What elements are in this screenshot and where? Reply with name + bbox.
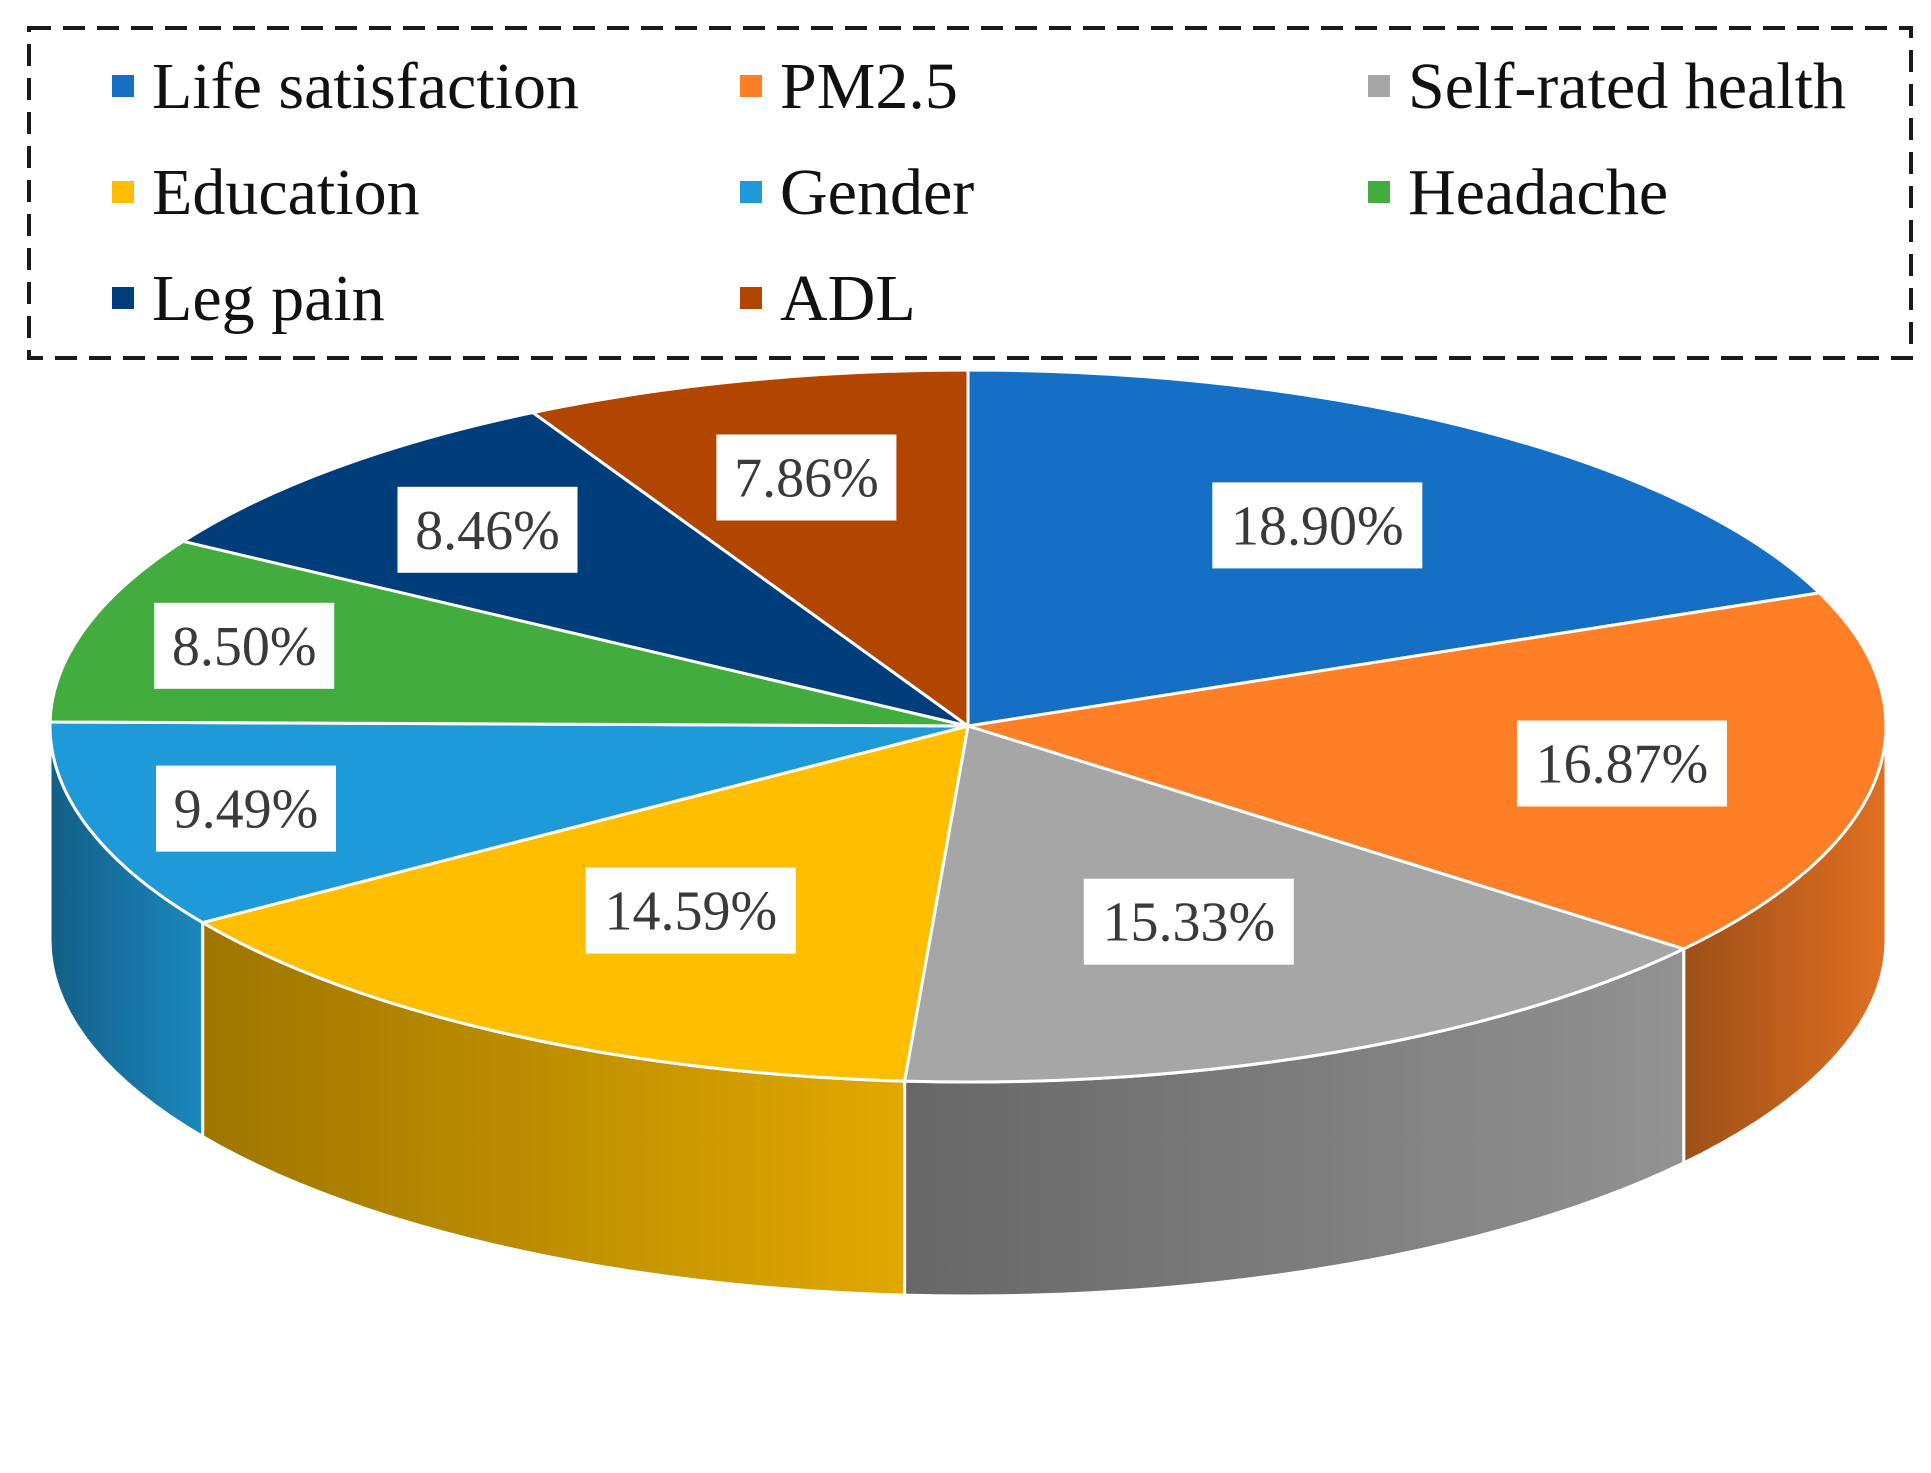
legend-label: ADL (780, 262, 916, 335)
data-label-value: 18.90% (1231, 495, 1404, 557)
legend-label: Self-rated health (1408, 50, 1846, 123)
data-label-value: 15.33% (1102, 892, 1275, 954)
legend-swatch (740, 287, 762, 309)
data-label-value: 16.87% (1536, 734, 1709, 796)
data-label-education: 14.59% (585, 867, 796, 954)
legend-swatch (1368, 75, 1390, 97)
data-label-box (585, 867, 796, 954)
data-label-value: 14.59% (604, 881, 777, 943)
legend-item-adl: ADL (740, 262, 916, 335)
data-label-value: 7.86% (734, 448, 879, 510)
data-label-box (1083, 878, 1294, 965)
legend-item-self-rated-health: Self-rated health (1368, 50, 1846, 123)
data-label-leg-pain: 8.46% (397, 486, 578, 573)
data-label-box (156, 765, 336, 852)
legend-swatch (112, 75, 134, 97)
legend-label: Life satisfaction (152, 50, 579, 123)
legend-item-life-satisfaction: Life satisfaction (112, 50, 579, 123)
legend-swatch (740, 75, 762, 97)
data-label-box (1516, 720, 1727, 807)
legend-swatch (112, 181, 134, 203)
legend-item-education: Education (112, 156, 420, 229)
data-label-life-satisfaction: 18.90% (1212, 482, 1423, 569)
legend-item-headache: Headache (1368, 156, 1668, 229)
slice-pm2-5 (966, 591, 1888, 951)
legend-label: Education (152, 156, 420, 229)
data-label-box (397, 486, 578, 573)
data-labels: 18.90% 16.87% 15.33% 14.59% 9.49% 8.50% 8.46% 7… (154, 434, 1727, 965)
legend-label: PM2.5 (780, 50, 958, 123)
legend: Life satisfaction PM2.5 Self-rated health E… (27, 26, 1913, 360)
slice-self-rated-health (903, 724, 1686, 1084)
legend-swatch (740, 181, 762, 203)
legend-frame (27, 26, 1913, 360)
data-label-box (716, 434, 897, 521)
legend-item-gender: Gender (740, 156, 974, 229)
data-label-value: 8.50% (172, 616, 317, 678)
legend-label: Gender (780, 156, 974, 229)
legend-item-pm2-5: PM2.5 (740, 50, 958, 123)
data-label-gender: 9.49% (156, 765, 336, 852)
data-label-box (154, 602, 335, 689)
data-label-box (1212, 482, 1423, 569)
legend-label: Headache (1408, 156, 1668, 229)
legend-label: Leg pain (152, 262, 385, 335)
pie-slices (48, 368, 1888, 1084)
data-label-self-rated-health: 15.33% (1083, 878, 1294, 965)
data-label-headache: 8.50% (154, 602, 335, 689)
legend-swatch (112, 287, 134, 309)
legend-swatch (1368, 181, 1390, 203)
data-label-adl: 7.86% (716, 434, 897, 521)
data-label-value: 9.49% (174, 779, 319, 841)
legend-item-leg-pain: Leg pain (112, 262, 385, 335)
data-label-value: 8.46% (415, 500, 560, 562)
data-label-pm2-5: 16.87% (1516, 720, 1727, 807)
slice-education (201, 724, 970, 1083)
